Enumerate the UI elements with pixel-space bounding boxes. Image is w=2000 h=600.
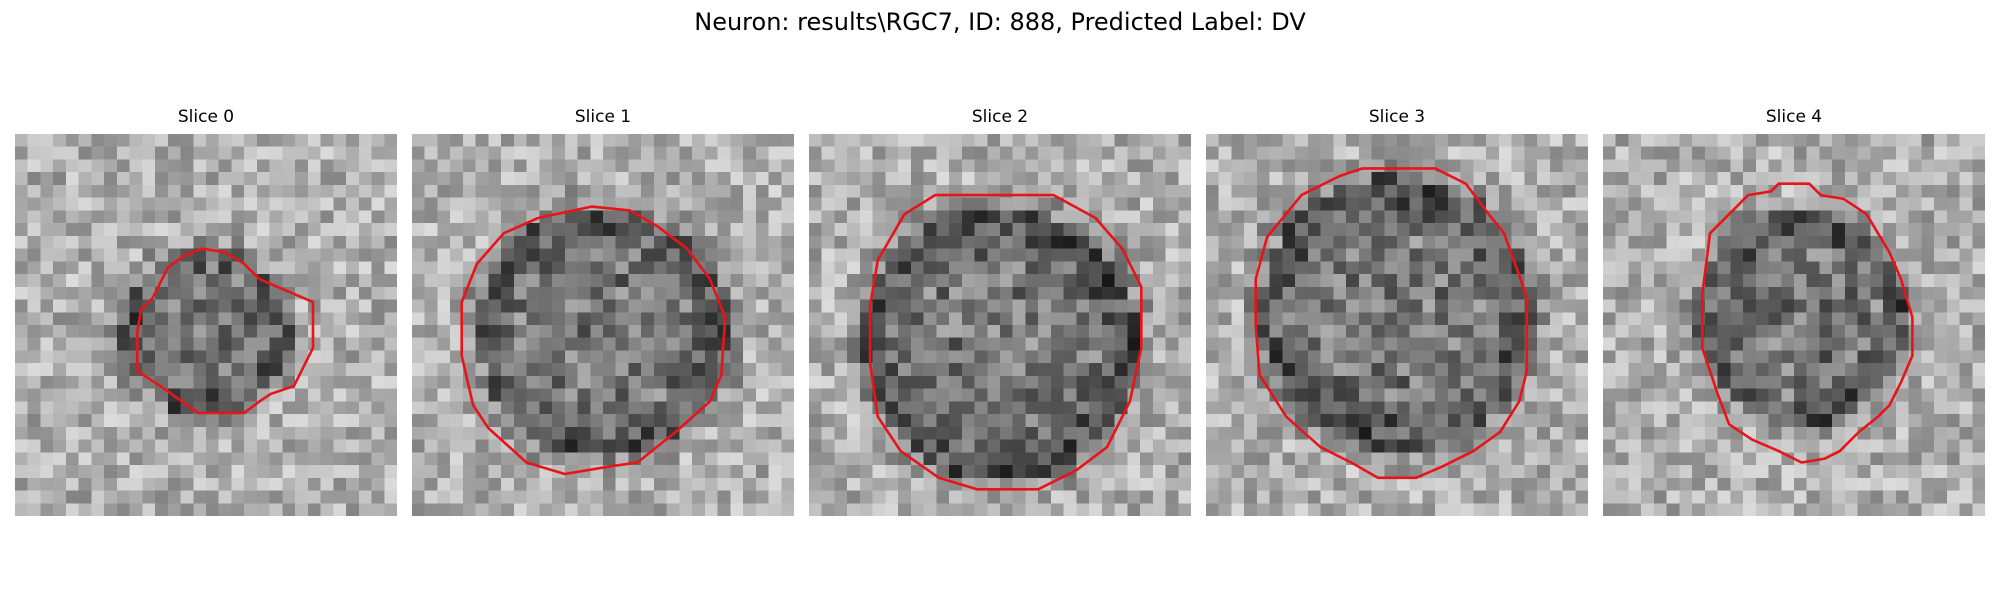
slice-image-2	[809, 134, 1191, 516]
slice-panel-1: Slice 1	[412, 106, 794, 516]
cell-contour	[1701, 182, 1914, 464]
slice-title-0: Slice 0	[177, 107, 235, 127]
contour-outline-2	[868, 193, 1143, 491]
contour-outline-4	[1701, 182, 1914, 464]
slice-panel-3: Slice 3	[1206, 106, 1588, 516]
slice-panel-0: Slice 0	[15, 106, 397, 516]
contour-outline-3	[1254, 167, 1529, 480]
cell-contour	[460, 205, 727, 476]
slice-title-1: Slice 1	[574, 107, 632, 127]
contour-outline-1	[460, 205, 727, 476]
slice-panel-2: Slice 2	[809, 106, 1191, 516]
cell-contour	[135, 247, 315, 415]
slice-panel-4: Slice 4	[1603, 106, 1985, 516]
contour-outline-0	[135, 247, 315, 415]
slice-image-0	[15, 134, 397, 516]
figure-title: Neuron: results\RGC7, ID: 888, Predicted…	[694, 8, 1306, 36]
cell-contour	[868, 193, 1143, 491]
cell-contour	[1254, 167, 1529, 480]
slice-title-3: Slice 3	[1368, 107, 1426, 127]
slice-title-4: Slice 4	[1765, 107, 1823, 127]
slice-image-3	[1206, 134, 1588, 516]
slice-title-2: Slice 2	[971, 107, 1029, 127]
slice-image-1	[412, 134, 794, 516]
slice-image-4	[1603, 134, 1985, 516]
